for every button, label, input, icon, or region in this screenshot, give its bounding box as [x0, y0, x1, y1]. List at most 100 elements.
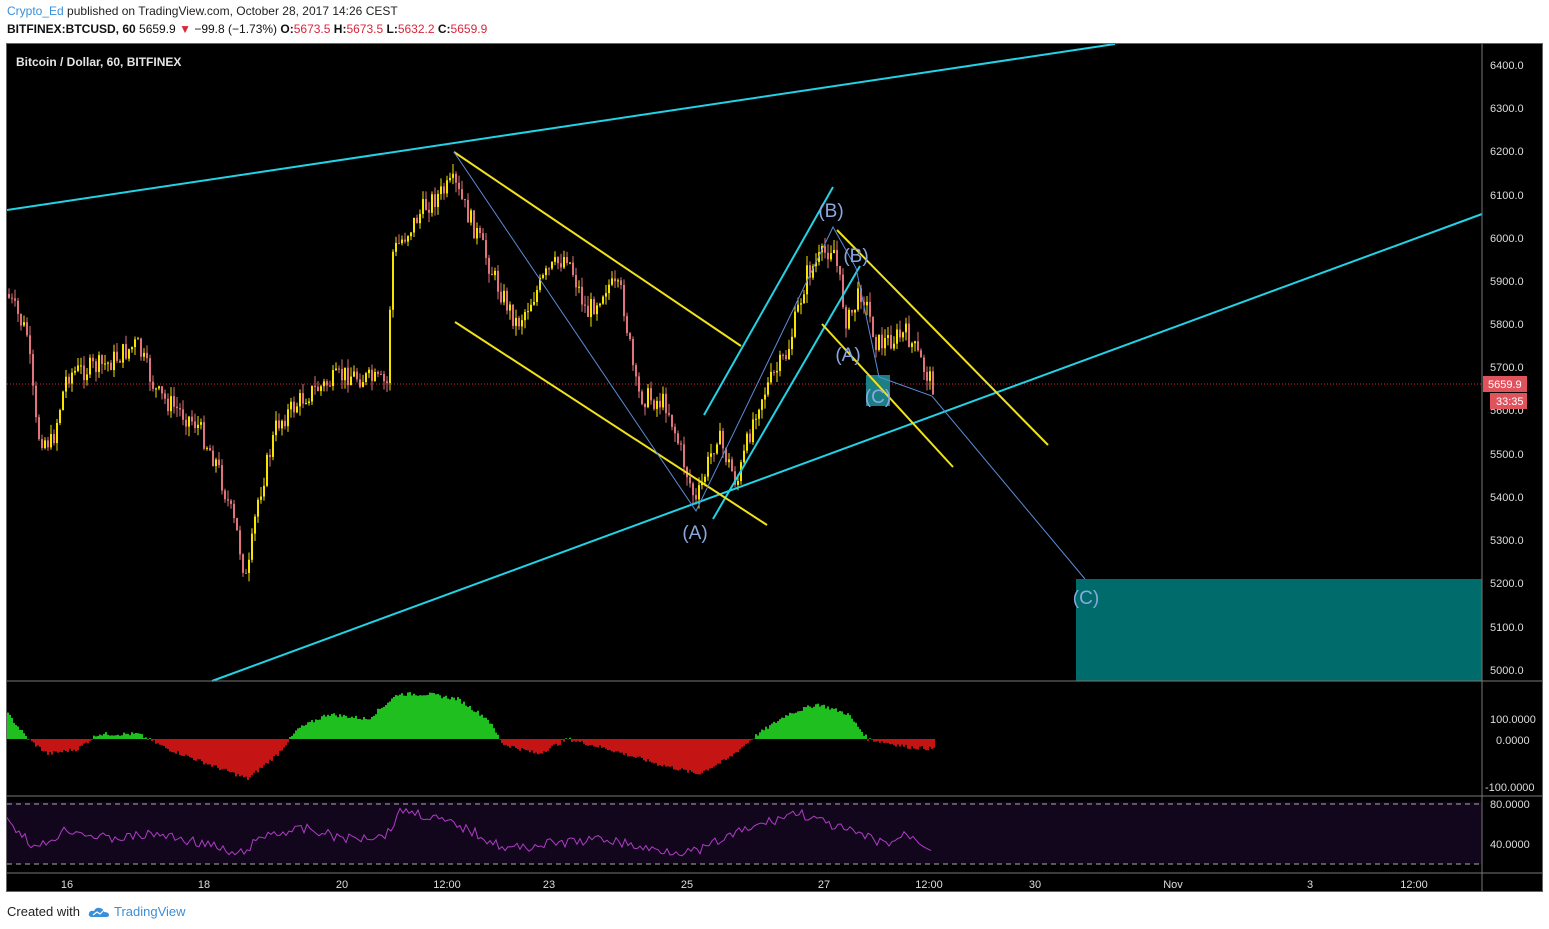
oscillator-bar [243, 739, 245, 778]
candle-body [356, 371, 358, 380]
candle-body [17, 300, 19, 315]
oscillator-bar [409, 692, 411, 739]
price-change: −99.8 (−1.73%) [194, 22, 278, 36]
oscillator-bar [805, 707, 807, 739]
oscillator-bar [711, 739, 713, 768]
candle-body [527, 311, 529, 313]
oscillator-bar [751, 739, 753, 740]
candle-body [623, 284, 625, 317]
chart-area[interactable]: (A) (B) (B) (A) (C) (C) Bitcoin / Dollar… [6, 43, 1543, 892]
candle-body [50, 434, 52, 448]
correction-channel-lower[interactable] [821, 323, 954, 468]
wave-label-c-target: (C) [1073, 588, 1099, 609]
falling-channel-lower[interactable] [454, 321, 768, 526]
oscillator-bar [425, 695, 427, 739]
oscillator-bar [459, 698, 461, 739]
candle-body [113, 351, 115, 371]
oscillator-bar [631, 739, 633, 757]
oscillator-bar [889, 739, 891, 745]
oscillator-bar [579, 739, 581, 742]
oscillator-bar [157, 739, 159, 744]
oscillator-bar [847, 713, 849, 739]
oscillator-bar [713, 739, 715, 767]
oscillator-bar [159, 739, 161, 745]
oscillator-bar [789, 712, 791, 739]
tradingview-link[interactable]: TradingView [113, 904, 186, 919]
oscillator-bar [143, 738, 145, 739]
candle-body [566, 257, 568, 264]
candle-body [140, 338, 142, 357]
target-zone-box[interactable] [1076, 579, 1482, 681]
oscillator-bar [899, 739, 901, 747]
candle-body [545, 268, 547, 276]
footer: Created with TradingView [7, 904, 186, 919]
oscillator-bar [663, 739, 665, 765]
oscillator-bar [783, 717, 785, 739]
oscillator-bar [555, 739, 557, 744]
candle-body [689, 477, 691, 484]
candle-body [866, 301, 868, 306]
oscillator-bar [749, 739, 751, 741]
candle-body [77, 365, 79, 371]
price-tick: 6100.0 [1490, 190, 1524, 202]
candle-body [32, 354, 34, 386]
oscillator-bar [167, 739, 169, 749]
oscillator-bar [505, 739, 507, 745]
oscillator-bar [7, 712, 9, 739]
candle-body [590, 299, 592, 318]
oscillator-bar [587, 739, 589, 746]
price-tick: 6000.0 [1490, 233, 1524, 245]
rsi-pane-background [7, 802, 1482, 864]
oscillator-bar [91, 739, 93, 740]
oscillator-bar [429, 692, 431, 739]
time-axis[interactable]: 16 18 20 12:00 23 25 27 12:00 30 Nov 3 1… [61, 879, 1428, 891]
oscillator-bar [277, 739, 279, 756]
oscillator-bar [107, 734, 109, 739]
open-value: 5673.5 [293, 22, 331, 36]
author-link[interactable]: Crypto_Ed [7, 4, 64, 18]
correction-channel-upper[interactable] [836, 229, 1049, 446]
candle-body [68, 376, 70, 384]
small-target-box[interactable] [866, 375, 890, 406]
candle-body [542, 275, 544, 278]
chart-canvas[interactable]: (A) (B) (B) (A) (C) (C) Bitcoin / Dollar… [7, 44, 1543, 892]
oscillator-bar [27, 739, 29, 741]
candle-body [716, 444, 718, 454]
price-tick: 5200.0 [1490, 578, 1524, 590]
elliott-wave-path[interactable] [453, 151, 1086, 580]
candle-body [191, 416, 193, 422]
oscillator-bar [293, 733, 295, 739]
oscillator-bar [659, 739, 661, 766]
candle-body [737, 480, 739, 485]
candle-body [20, 314, 22, 326]
oscillator-bar [355, 715, 357, 739]
oscillator-bar [305, 724, 307, 739]
candle-body [446, 180, 448, 194]
oscillator-bar [521, 739, 523, 749]
oscillator-bar [675, 739, 677, 770]
rising-wedge-upper[interactable] [703, 186, 834, 416]
oscillator-bar [677, 739, 679, 771]
candle-body [380, 373, 382, 375]
candle-body [443, 186, 445, 194]
candle-body [572, 262, 574, 276]
candle-body [182, 409, 184, 420]
lower-support-trendline[interactable] [211, 213, 1483, 682]
rising-wedge-lower[interactable] [712, 265, 861, 520]
oscillator-bar [571, 739, 573, 742]
candle-body [551, 261, 553, 269]
upper-channel-trendline[interactable] [7, 44, 1116, 211]
falling-channel-upper[interactable] [453, 151, 742, 347]
candle-body [284, 420, 286, 427]
oscillator-bar [639, 739, 641, 757]
candle-body [56, 422, 58, 444]
candle-body [104, 363, 106, 365]
oscillator-bar [379, 708, 381, 739]
candle-body [122, 344, 124, 363]
oscillator-bar [591, 739, 593, 745]
price-axis[interactable]: 6400.0 6300.0 6200.0 6100.0 6000.0 5900.… [1490, 60, 1524, 677]
candle-body [308, 401, 310, 404]
candle-body [323, 381, 325, 387]
oscillator-bar [259, 739, 261, 768]
candle-body [269, 454, 271, 457]
